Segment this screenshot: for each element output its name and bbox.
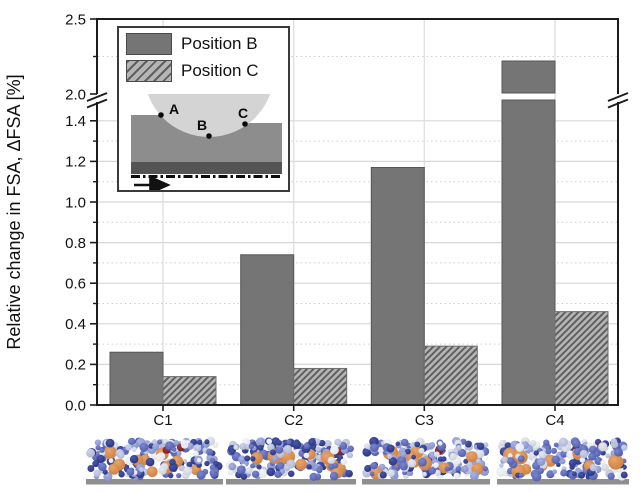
point-b-label: B <box>197 117 207 133</box>
ball <box>147 94 271 137</box>
bar-positionB-C3 <box>370 166 425 406</box>
point-b-dot <box>206 133 212 139</box>
y-tick-label: 0.8 <box>65 235 86 252</box>
particle-snapshot-C3 <box>362 436 490 485</box>
particle-snapshot-C2 <box>225 437 356 485</box>
contact-schematic: A B C <box>131 94 282 190</box>
legend-inset: Position B Position C <box>117 26 290 192</box>
particle-snapshot-C1 <box>86 436 223 485</box>
axis-break-slash <box>86 92 108 102</box>
y-tick-label: 0.4 <box>65 316 86 333</box>
bar-positionC-C1 <box>162 376 217 406</box>
axis-break-slash <box>607 92 629 102</box>
bar-positionB-C2 <box>240 254 295 406</box>
bar-positionC-C4 <box>554 311 609 406</box>
y-tick-label: 2.0 <box>65 86 86 103</box>
point-c-dot <box>242 121 248 127</box>
legend-entry-position-c: Position C <box>126 60 258 82</box>
plot-frame <box>96 18 619 406</box>
x-category-label: C3 <box>415 412 434 429</box>
legend-label: Position B <box>181 34 258 53</box>
bar-positionC-C2 <box>293 367 348 406</box>
point-a-dot <box>158 112 164 118</box>
base-strip <box>131 162 282 174</box>
axis-break-slash <box>607 98 629 109</box>
legend-swatch-solid <box>126 33 172 55</box>
point-a-label: A <box>169 101 179 117</box>
y-tick-label: 1.0 <box>65 194 86 211</box>
y-tick-label: 1.2 <box>65 154 86 171</box>
y-tick-label: 1.4 <box>65 113 86 130</box>
particle-snapshot-C4 <box>496 437 629 485</box>
legend-swatch-hatched <box>126 60 172 82</box>
x-category-label: C4 <box>545 412 564 429</box>
x-category-label: C1 <box>153 412 172 429</box>
bar-positionB-C1 <box>109 351 164 406</box>
y-tick-label: 0.2 <box>65 357 86 374</box>
legend-label: Position C <box>181 61 259 80</box>
point-c-label: C <box>238 105 248 121</box>
x-category-label: C2 <box>284 412 303 429</box>
legend-entry-position-b: Position B <box>126 33 258 55</box>
bar-positionB-C4-upper <box>501 60 556 94</box>
bar-positionC-C3 <box>423 345 478 406</box>
y-tick-label: 0.6 <box>65 275 86 292</box>
bar-positionB-C4-lower <box>501 99 556 406</box>
y-tick-label: 2.5 <box>65 11 86 28</box>
axis-break-slash <box>86 98 108 109</box>
y-tick-label: 0.0 <box>65 397 86 414</box>
y-axis-label: Relative change in FSA, ΔFSA [%] <box>4 74 24 349</box>
